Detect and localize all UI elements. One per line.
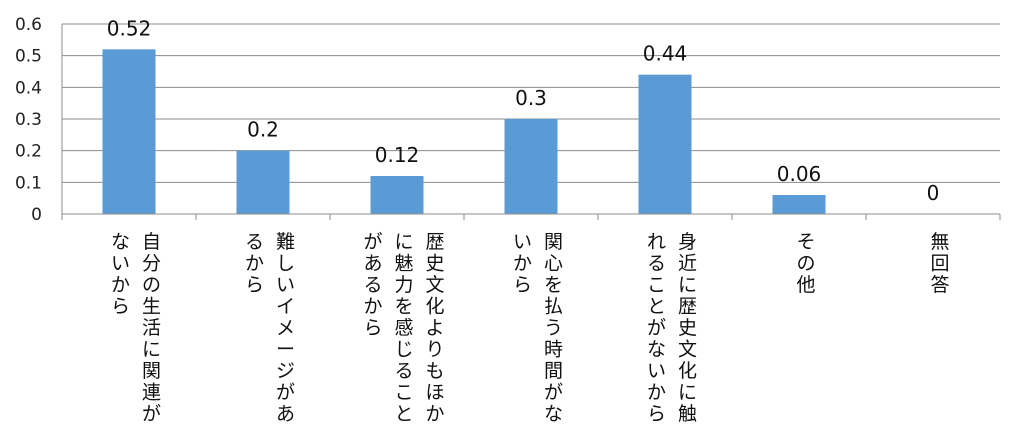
y-axis-tick-labels: 0 0.1 0.2 0.3 0.4 0.5 0.6 [15,15,42,225]
bars [102,49,826,215]
y-tick-label: 0.4 [15,78,42,98]
bar [102,49,156,215]
y-tick-label: 0.6 [15,15,42,35]
data-label: 0 [927,181,940,205]
data-label: 0.06 [777,162,822,186]
data-labels: 0.52 0.2 0.12 0.3 0.44 0.06 0 [107,16,940,205]
category-label-line: 身近に歴史文化に触 [678,231,697,425]
category-label-line: 難しいイメージがあ [276,231,295,425]
category-label-line: 歴史文化よりもほか [425,231,444,425]
y-tick-label: 0.5 [15,47,42,67]
category-label: 無回答 [930,231,949,296]
data-label: 0.52 [107,16,152,40]
data-label: 0.3 [515,86,547,110]
y-tick-label: 0.3 [15,110,42,130]
bar [236,150,290,214]
data-label: 0.2 [247,118,279,142]
bar [638,74,692,215]
category-label-line: いから [513,231,532,296]
category-label: その他 [796,231,815,296]
category-label-line: に魅力を感じること [394,231,413,425]
category-label-line: その他 [796,231,815,296]
data-label: 0.44 [643,42,688,66]
category-label-line: があるから [363,231,382,339]
category-label-line: ないから [111,231,130,318]
axes [61,24,1001,220]
category-label-line: 関心を払う時間がな [544,231,563,425]
category-label-line: るから [245,231,264,296]
bar [504,119,558,214]
data-label: 0.12 [375,143,420,167]
category-label-line: れることがないから [647,231,666,425]
bar [370,176,424,214]
y-tick-label: 0 [31,205,42,225]
category-label-line: 無回答 [930,231,949,296]
y-tick-label: 0.2 [15,142,42,162]
bar [772,195,826,214]
y-tick-label: 0.1 [15,173,42,193]
category-label-line: 自分の生活に関連が [142,231,161,425]
